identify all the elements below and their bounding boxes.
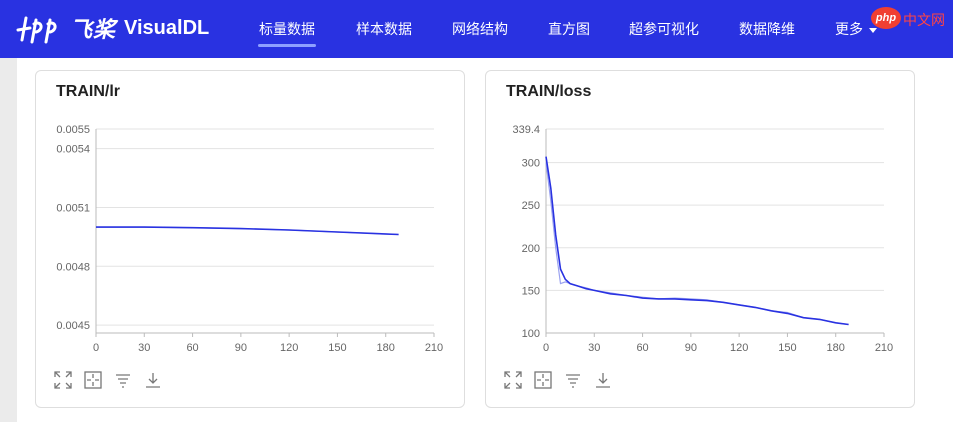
x-tick-label: 60: [186, 342, 198, 354]
nav-item-high-dimensional[interactable]: 数据降维: [739, 22, 795, 38]
caret-down-icon: [869, 27, 877, 33]
x-tick-label: 150: [328, 342, 346, 354]
x-tick-label: 90: [235, 342, 247, 354]
maximize-icon[interactable]: [54, 371, 72, 389]
nav-item-scalars[interactable]: 标量数据: [258, 19, 316, 47]
line-chart-train-lr[interactable]: 0.0045 0.0048 0.0051 0.0054 0.0055 0 30 60 90 120…: [36, 121, 464, 366]
watermark-badge: php: [871, 7, 901, 29]
x-tick-label: 90: [685, 342, 697, 354]
x-tick-label: 60: [636, 342, 648, 354]
chart-title: TRAIN/lr: [56, 83, 120, 100]
filter-icon[interactable]: [114, 371, 132, 389]
chart-card-train-loss: TRAIN/loss 100 150 200 250 300 339.4 0 30 60 90 12…: [485, 70, 915, 408]
fit-view-icon[interactable]: [534, 371, 552, 389]
y-tick-label: 0.0051: [56, 202, 90, 214]
x-tick-label: 30: [588, 342, 600, 354]
site-watermark: php 中文网: [871, 7, 953, 31]
y-tick-label: 250: [522, 200, 540, 212]
chart-title: TRAIN/loss: [506, 83, 592, 100]
x-tick-label: 210: [875, 342, 893, 354]
y-tick-label: 0.0055: [56, 124, 90, 136]
chart-card-train-lr: TRAIN/lr 0.0045 0.0048 0.0051 0.0054 0.0055 0…: [35, 70, 465, 408]
nav-item-hparams[interactable]: 超参可视化: [629, 22, 699, 38]
x-tick-label: 30: [138, 342, 150, 354]
smoothed-series-line: [96, 226, 399, 236]
smoothed-series-line: [545, 156, 849, 326]
logo-product-name: VisualDL: [124, 16, 210, 39]
y-tick-label: 0.0045: [56, 320, 90, 332]
more-label: 更多: [835, 22, 863, 38]
nav-item-graphs[interactable]: 网络结构: [452, 22, 508, 38]
x-tick-label: 120: [730, 342, 748, 354]
x-tick-label: 0: [543, 342, 549, 354]
download-icon[interactable]: [594, 371, 612, 389]
download-icon[interactable]: [144, 371, 162, 389]
nav-item-samples[interactable]: 样本数据: [356, 22, 412, 38]
x-tick-label: 180: [377, 342, 395, 354]
y-tick-label: 0.0054: [56, 144, 90, 156]
x-tick-label: 0: [93, 342, 99, 354]
y-tick-label: 150: [522, 285, 540, 297]
scalar-chart-area: TRAIN/lr 0.0045 0.0048 0.0051 0.0054 0.0055 0…: [17, 58, 953, 422]
watermark-text: 中文网: [903, 13, 945, 29]
y-tick-label: 300: [522, 158, 540, 170]
y-tick-label: 0.0048: [56, 261, 90, 273]
fit-view-icon[interactable]: [84, 371, 102, 389]
x-tick-label: 180: [827, 342, 845, 354]
top-nav-bar: 飞桨 VisualDL 标量数据 样本数据 网络结构 直方图 超参可视化 数据降…: [0, 0, 953, 58]
logo-chinese-text: 飞桨: [70, 18, 117, 43]
brand-logo[interactable]: 飞桨 VisualDL: [14, 12, 209, 44]
y-tick-label: 339.4: [512, 124, 540, 136]
y-tick-label: 200: [522, 243, 540, 255]
filter-icon[interactable]: [564, 371, 582, 389]
line-chart-train-loss[interactable]: 100 150 200 250 300 339.4 0 30 60 90 120 150 180 210: [486, 121, 914, 366]
left-scroll-gutter: [0, 58, 17, 422]
x-tick-label: 210: [425, 342, 443, 354]
y-tick-label: 100: [522, 328, 540, 340]
nav-item-histogram[interactable]: 直方图: [548, 22, 590, 38]
x-tick-label: 120: [280, 342, 298, 354]
maximize-icon[interactable]: [504, 371, 522, 389]
paddle-logo-icon: [16, 16, 57, 44]
chart-toolbar: [504, 371, 612, 389]
nav-item-more[interactable]: 更多: [835, 19, 877, 39]
chart-toolbar: [54, 371, 162, 389]
x-tick-label: 150: [778, 342, 796, 354]
